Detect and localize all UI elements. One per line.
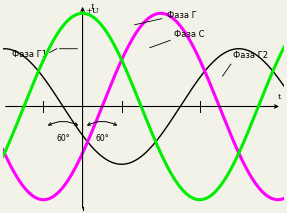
Text: Фаза Г1: Фаза Г1 [12, 50, 47, 59]
Text: t: t [278, 93, 282, 101]
Text: Фаза Г2: Фаза Г2 [232, 51, 267, 60]
Text: 60°: 60° [56, 134, 70, 142]
Text: Фаза С: Фаза С [174, 30, 204, 39]
Text: I: I [91, 3, 94, 11]
Text: +U: +U [85, 7, 99, 15]
Text: Фаза Г: Фаза Г [167, 11, 197, 20]
Text: 60°: 60° [95, 134, 109, 142]
